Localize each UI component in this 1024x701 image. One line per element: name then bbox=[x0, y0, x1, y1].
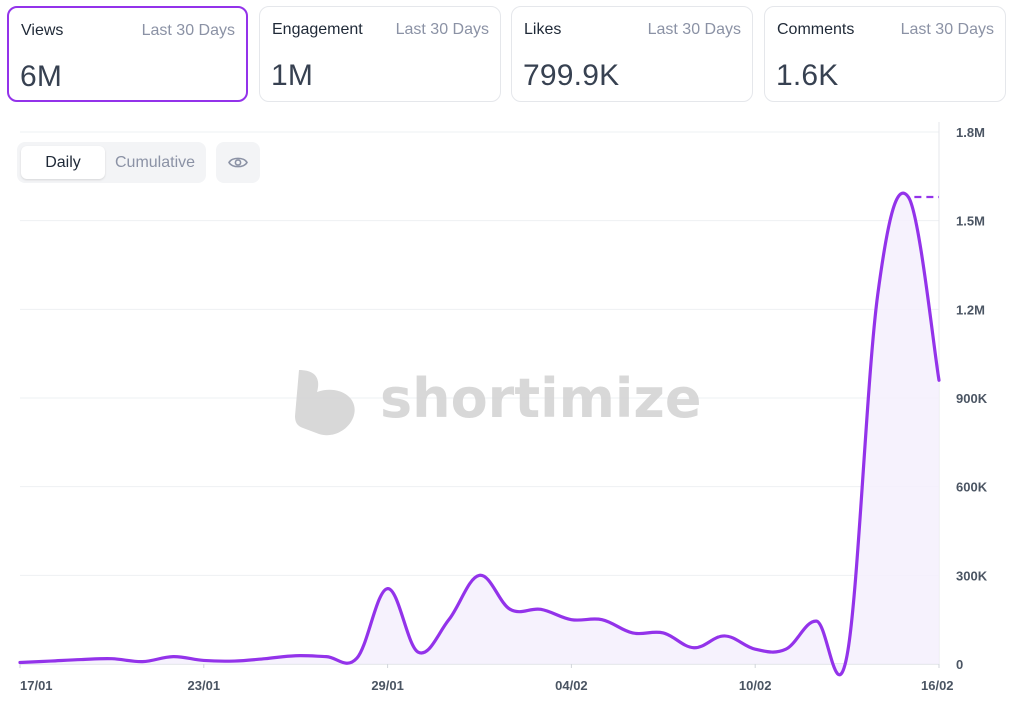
card-engagement[interactable]: Engagement Last 30 Days 1M bbox=[259, 6, 501, 102]
watermark-text: shortimize bbox=[380, 367, 701, 430]
y-tick-label: 1.2M bbox=[956, 302, 985, 317]
y-tick-label: 900K bbox=[956, 391, 988, 406]
daily-tab[interactable]: Daily bbox=[21, 146, 105, 179]
card-period: Last 30 Days bbox=[395, 21, 489, 38]
card-label: Comments bbox=[777, 21, 855, 38]
x-tick-label: 16/02 bbox=[921, 678, 954, 693]
view-mode-toggle: Daily Cumulative bbox=[17, 142, 206, 183]
metric-cards: Views Last 30 Days 6M Engagement Last 30… bbox=[0, 0, 1024, 110]
x-axis-ticks: 17/01 23/01 29/01 04/02 10/02 16/02 bbox=[19, 664, 954, 693]
y-tick-label: 1.8M bbox=[956, 125, 985, 140]
y-tick-label: 1.5M bbox=[956, 214, 985, 229]
card-value: 1M bbox=[271, 59, 314, 92]
x-tick-label: 10/02 bbox=[739, 678, 772, 693]
card-views[interactable]: Views Last 30 Days 6M bbox=[7, 6, 248, 102]
y-tick-label: 300K bbox=[956, 568, 988, 583]
card-period: Last 30 Days bbox=[647, 21, 741, 38]
card-value: 6M bbox=[20, 60, 63, 93]
x-tick-label: 04/02 bbox=[555, 678, 588, 693]
series-area bbox=[20, 193, 939, 675]
card-period: Last 30 Days bbox=[141, 22, 235, 39]
watermark: shortimize bbox=[295, 367, 701, 436]
card-comments[interactable]: Comments Last 30 Days 1.6K bbox=[764, 6, 1006, 102]
y-axis-ticks: 0 300K 600K 900K 1.2M 1.5M 1.8M bbox=[956, 125, 988, 672]
card-value: 799.9K bbox=[523, 59, 620, 92]
views-chart: shortimize 0 300K 600K 900K 1.2M 1.5M 1.8M 17/… bbox=[18, 122, 988, 693]
card-label: Views bbox=[21, 22, 64, 39]
plot-area bbox=[18, 191, 941, 677]
eye-icon bbox=[228, 157, 248, 168]
card-period: Last 30 Days bbox=[900, 21, 994, 38]
cumulative-tab[interactable]: Cumulative bbox=[114, 154, 196, 171]
card-value: 1.6K bbox=[776, 59, 839, 92]
card-label: Engagement bbox=[272, 21, 363, 38]
x-tick-label: 17/01 bbox=[20, 678, 53, 693]
x-tick-label: 23/01 bbox=[188, 678, 221, 693]
y-tick-label: 0 bbox=[956, 657, 963, 672]
y-tick-label: 600K bbox=[956, 480, 988, 495]
card-label: Likes bbox=[524, 21, 562, 38]
series-line bbox=[18, 191, 941, 677]
shortimize-logo-icon bbox=[295, 370, 355, 436]
card-likes[interactable]: Likes Last 30 Days 799.9K bbox=[511, 6, 753, 102]
visibility-toggle-button[interactable] bbox=[216, 142, 260, 183]
x-tick-label: 29/01 bbox=[371, 678, 404, 693]
